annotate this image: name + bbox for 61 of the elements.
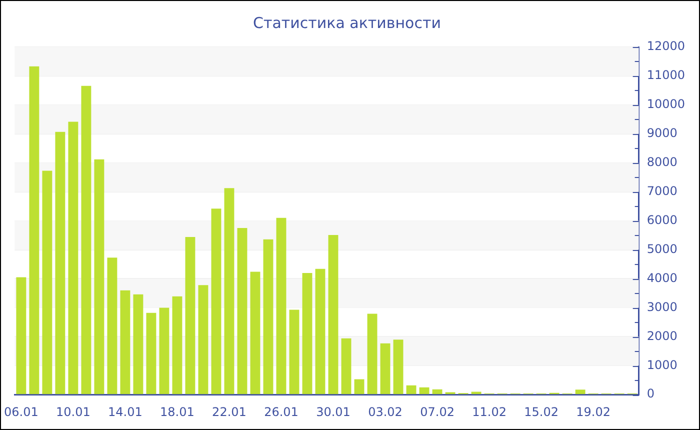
bar: [94, 159, 104, 394]
x-tick-label: 26.01: [264, 404, 298, 419]
x-tick-label: 07.02: [420, 404, 454, 419]
bar: [107, 258, 118, 394]
bar: [133, 294, 144, 394]
bar: [146, 312, 156, 394]
bar: [185, 237, 196, 394]
bar: [16, 277, 26, 394]
x-tick-label: 10.01: [56, 404, 90, 419]
bar: [432, 389, 442, 394]
bar: [315, 268, 326, 394]
bar: [354, 379, 364, 394]
y-tick-label: 1000: [646, 358, 678, 372]
bar: [419, 387, 430, 394]
bar: [68, 122, 78, 394]
x-tick-label: 30.01: [316, 404, 350, 419]
x-tick-label: 19.02: [576, 404, 610, 419]
y-tick-label: 2000: [646, 328, 678, 343]
chart-title: Статистика активности: [253, 14, 441, 32]
bar: [263, 239, 274, 394]
x-tick-label: 03.02: [368, 404, 402, 419]
bar: [471, 392, 482, 394]
y-tick-label: 7000: [646, 184, 678, 198]
y-tick-label: 9000: [646, 126, 678, 140]
bar: [289, 310, 300, 394]
y-tick-label: 12000: [646, 39, 686, 54]
bar: [81, 86, 92, 394]
bar: [380, 343, 390, 394]
bar: [367, 314, 378, 394]
x-tick-label: 15.02: [524, 404, 558, 419]
x-tick-label: 14.01: [108, 404, 142, 419]
bar: [159, 308, 170, 394]
bar: [172, 296, 182, 394]
x-tick-label: 11.02: [472, 404, 506, 419]
x-tick-label: 06.01: [4, 404, 38, 419]
x-tick-label: 22.01: [212, 404, 246, 419]
y-tick-label: 10000: [646, 97, 686, 112]
bar: [328, 234, 338, 394]
bar: [55, 132, 66, 394]
bar: [302, 272, 312, 394]
bar: [120, 290, 130, 394]
bar: [276, 218, 286, 394]
bar: [393, 340, 404, 394]
bar: [406, 385, 416, 394]
bar: [211, 208, 222, 394]
bar: [250, 272, 260, 394]
y-tick-label: 5000: [646, 242, 678, 256]
bar: [575, 390, 586, 394]
bar: [341, 338, 352, 394]
bar: [29, 66, 40, 394]
bar: [224, 188, 234, 394]
bar: [237, 228, 248, 394]
y-tick-label: 0: [646, 386, 654, 401]
bar: [42, 170, 52, 394]
x-tick-label: 18.01: [160, 404, 194, 419]
y-tick-label: 8000: [646, 154, 678, 169]
y-tick-label: 4000: [646, 270, 678, 285]
y-tick-label: 11000: [646, 68, 686, 82]
y-tick-label: 6000: [646, 212, 678, 227]
y-tick-label: 3000: [646, 300, 678, 314]
bar: [198, 285, 208, 394]
